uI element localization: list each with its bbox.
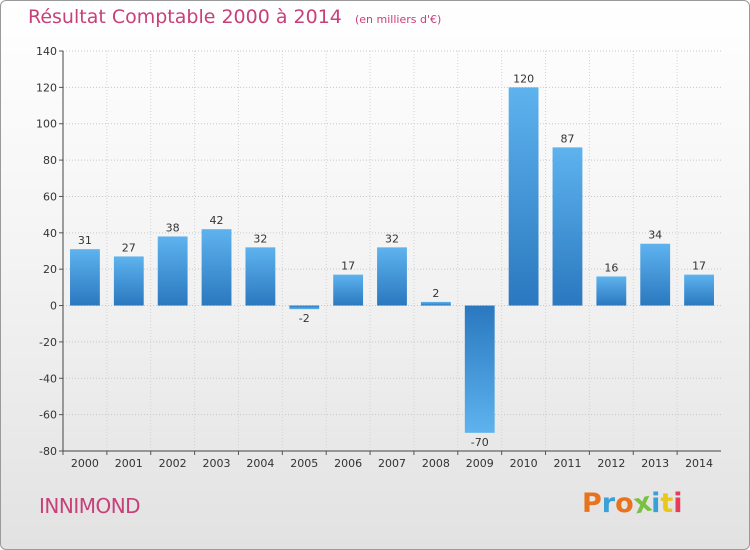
data-label-2005: -2 — [299, 312, 310, 325]
data-label-2008: 2 — [432, 287, 439, 300]
y-tick-label: -80 — [39, 445, 57, 458]
data-label-2004: 32 — [253, 232, 267, 245]
data-label-2007: 32 — [385, 232, 399, 245]
title-row: Résultat Comptable 2000 à 2014 (en milli… — [28, 6, 441, 28]
bar-2005 — [289, 305, 320, 310]
bar-2011 — [552, 147, 583, 306]
y-tick-label: 20 — [43, 263, 57, 276]
x-tick-label: 2005 — [290, 457, 318, 470]
logo-letter: P — [582, 488, 602, 519]
y-tick-label: -40 — [39, 372, 57, 385]
bar-2000 — [70, 249, 100, 306]
data-labels: 31 27 38 42 32 -2 17 32 2 -70 120 87 16 34 17 — [78, 72, 706, 448]
logo-letter: t — [660, 488, 674, 519]
x-tick-label: 2006 — [334, 457, 362, 470]
y-tick-label: 80 — [43, 154, 57, 167]
y-tick-label: -20 — [39, 336, 57, 349]
bar-2004 — [245, 247, 276, 306]
data-label-2012: 16 — [604, 261, 618, 274]
y-tick-label: 100 — [36, 118, 57, 131]
bars — [70, 87, 714, 433]
logo-letter: i — [651, 488, 661, 519]
bar-2001 — [113, 256, 144, 306]
bar-2009 — [464, 305, 495, 433]
data-label-2003: 42 — [210, 214, 224, 227]
bar-2010 — [508, 87, 539, 306]
data-label-2006: 17 — [341, 260, 355, 273]
grid-lines — [59, 50, 721, 452]
bar-2003 — [201, 229, 232, 306]
y-tick-label: 0 — [50, 300, 57, 313]
data-label-2001: 27 — [122, 241, 136, 254]
bar-2014 — [684, 274, 714, 306]
bar-2012 — [596, 276, 627, 306]
data-label-2002: 38 — [166, 221, 180, 234]
x-tick-label: 2004 — [246, 457, 274, 470]
x-tick-label: 2002 — [159, 457, 187, 470]
data-label-2013: 34 — [648, 229, 662, 242]
x-tick-label: 2008 — [422, 457, 450, 470]
bar-2007 — [377, 247, 407, 306]
x-tick-label: 2001 — [115, 457, 143, 470]
data-label-2009: -70 — [471, 436, 489, 449]
bar-2006 — [333, 274, 364, 306]
y-tick-label: 140 — [36, 45, 57, 58]
chart-subtitle: (en milliers d'€) — [354, 13, 442, 26]
data-label-2014: 17 — [692, 260, 706, 273]
logo-letter: r — [601, 488, 616, 519]
data-label-2010: 120 — [513, 72, 534, 85]
y-tick-label: 40 — [43, 227, 57, 240]
y-tick-label: 60 — [43, 190, 57, 203]
data-label-2011: 87 — [560, 132, 574, 145]
place-name: INNIMOND — [39, 494, 141, 518]
data-label-2000: 31 — [78, 234, 92, 247]
axes — [62, 51, 721, 452]
x-tick-label: 2000 — [71, 457, 99, 470]
x-tick-label: 2003 — [203, 457, 231, 470]
bar-2008 — [420, 301, 451, 306]
proxiti-logo: Proxiti — [582, 487, 683, 521]
x-tick-label: 2012 — [597, 457, 625, 470]
logo-letter: o — [615, 488, 634, 519]
bar-2002 — [157, 236, 188, 306]
y-tick-label: -60 — [39, 409, 57, 422]
x-tick-label: 2013 — [641, 457, 669, 470]
x-tick-label: 2007 — [378, 457, 406, 470]
chart-title: Résultat Comptable 2000 à 2014 — [28, 6, 342, 28]
bar-2013 — [640, 243, 671, 306]
x-tick-label: 2011 — [553, 457, 581, 470]
x-tick-labels: 2000 2001 2002 2003 2004 2005 2006 2007 2008 2009… — [62, 451, 713, 470]
x-tick-label: 2014 — [685, 457, 713, 470]
y-tick-label: 120 — [36, 81, 57, 94]
x-tick-label: 2010 — [510, 457, 538, 470]
logo-letter: i — [673, 488, 683, 519]
x-tick-label: 2009 — [466, 457, 494, 470]
y-tick-labels: -80 -60 -40 -20 0 20 40 60 80 100 120 140 — [36, 45, 57, 458]
